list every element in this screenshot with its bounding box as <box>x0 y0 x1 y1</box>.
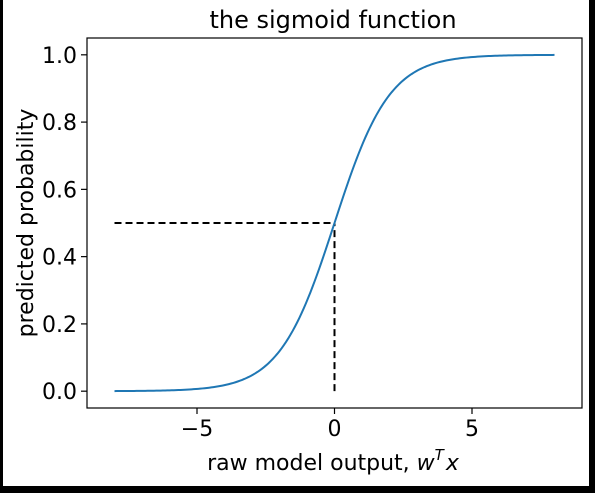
x-axis-label-text: raw model output, <box>207 451 417 476</box>
x-tick-label: −5 <box>181 417 213 442</box>
y-tick-label: 0.4 <box>42 246 77 271</box>
y-tick-label: 1.0 <box>42 44 77 69</box>
x-tick-label: 0 <box>328 417 342 442</box>
y-axis-ticks: 0.0 0.2 0.4 0.6 0.8 1.0 <box>42 44 87 405</box>
y-tick-label: 0.8 <box>42 111 77 136</box>
y-tick-label: 0.6 <box>42 178 77 203</box>
x-axis-label-var-x: x <box>445 451 460 476</box>
plot-area <box>115 55 555 391</box>
chart-title: the sigmoid function <box>209 6 456 34</box>
x-axis-ticks: −5 0 5 <box>181 408 479 442</box>
x-axis-label-superscript: T <box>435 446 446 464</box>
y-tick-label: 0.2 <box>42 313 77 338</box>
figure: the sigmoid function −5 0 5 0.0 0.2 0.4 0.6 0.… <box>3 0 589 486</box>
sigmoid-chart: the sigmoid function −5 0 5 0.00.20.40.60.… <box>3 0 589 486</box>
x-tick-label: 5 <box>465 417 479 442</box>
y-axis-label: predicted probability <box>14 109 39 338</box>
x-axis-label: raw model output, wTx <box>207 446 460 476</box>
y-tick-label: 0.0 <box>42 380 77 405</box>
x-axis-label-var-w: w <box>417 451 436 476</box>
